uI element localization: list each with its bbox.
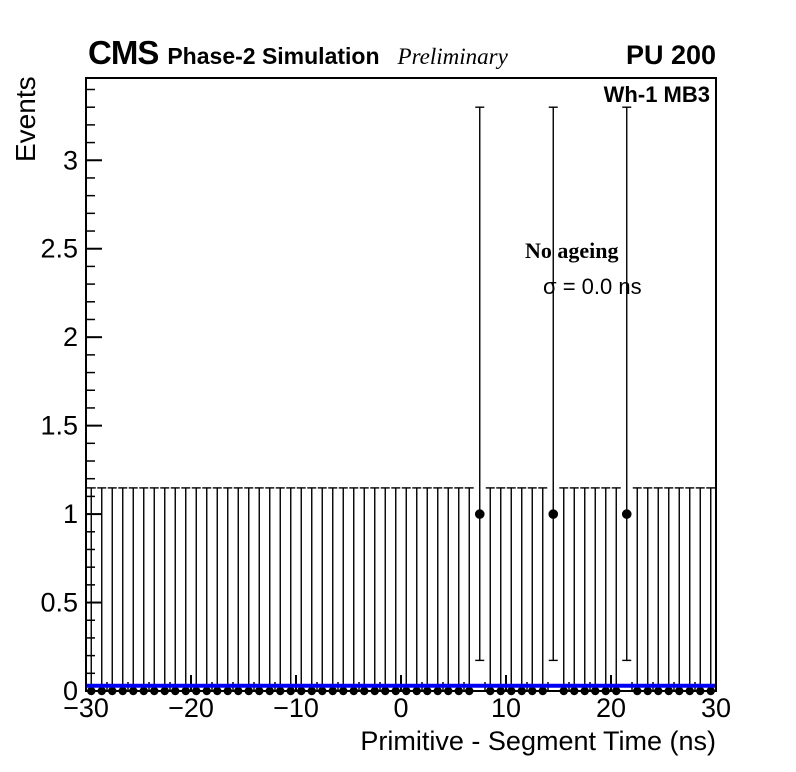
svg-text:30: 30 [701,693,731,723]
svg-text:2: 2 [63,322,78,352]
svg-text:1.5: 1.5 [40,411,78,441]
plot-frame [85,77,717,692]
svg-text:−20: −20 [168,693,214,723]
svg-text:2.5: 2.5 [40,234,78,264]
preliminary-label: Preliminary [397,44,508,69]
error-bars-group [86,106,716,691]
pileup-label: PU 200 [625,40,716,70]
svg-text:20: 20 [596,693,626,723]
data-point-markers-group [474,509,632,519]
axis-tick-labels: −30 −20 −10 0 10 20 30 0 0.5 1 1.5 2 2.5 3 [40,145,731,723]
y-axis-title: Events [10,76,41,162]
svg-text:−30: −30 [63,693,109,723]
svg-text:−10: −10 [273,693,319,723]
plot-header: CMS Phase-2 Simulation Preliminary PU 20… [88,34,716,72]
svg-text:3: 3 [63,145,78,175]
annotation-sigma-value: σ = 0.0 ns [543,274,642,299]
annotation-no-ageing: No ageing [525,238,619,263]
svg-text:0: 0 [63,676,78,706]
phase2-simulation-label: Phase-2 Simulation [167,43,380,69]
svg-text:1: 1 [63,499,78,529]
svg-text:10: 10 [491,693,521,723]
svg-text:0.5: 0.5 [40,588,78,618]
cms-logo-text: CMS [88,34,159,71]
svg-text:0: 0 [393,693,408,723]
x-axis-title: Primitive - Segment Time (ns) [360,726,716,756]
region-label: Wh-1 MB3 [603,82,710,107]
axis-ticks [85,88,717,692]
